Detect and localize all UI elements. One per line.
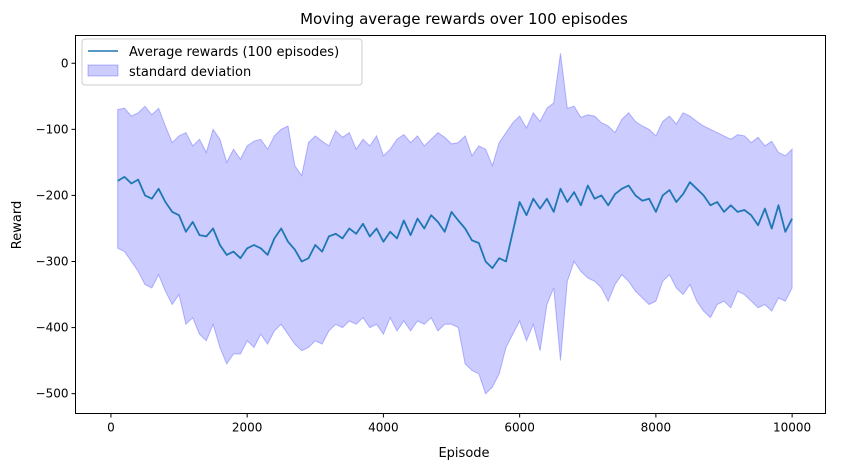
- y-tick-label: −400: [36, 321, 69, 335]
- legend-label-average: Average rewards (100 episodes): [129, 45, 339, 60]
- y-axis-label: Reward: [10, 201, 25, 249]
- y-tick-label: −100: [36, 122, 69, 136]
- x-tick-label: 2000: [232, 421, 263, 435]
- y-tick-label: −500: [36, 387, 69, 401]
- x-tick-label: 8000: [641, 421, 672, 435]
- y-tick-label: −200: [36, 188, 69, 202]
- legend: Average rewards (100 episodes) standard …: [81, 38, 363, 86]
- x-tick-label: 0: [107, 421, 115, 435]
- std-band: [117, 53, 793, 395]
- legend-box: [81, 38, 363, 86]
- x-tick-label: 6000: [504, 421, 535, 435]
- y-tick-label: −300: [36, 255, 69, 269]
- axes: 0 2000 4000 6000 8000 10000 0 −100 −200 −300 −400 −…: [36, 35, 826, 435]
- y-tick-label: 0: [61, 56, 69, 70]
- x-tick-label: 4000: [368, 421, 399, 435]
- legend-band-swatch: [87, 64, 119, 77]
- legend-label-std: standard deviation: [129, 65, 251, 80]
- average-line: [117, 175, 793, 270]
- x-axis-label: Episode: [438, 446, 489, 461]
- chart-title: Moving average rewards over 100 episodes: [300, 10, 628, 28]
- plot-area: [117, 53, 793, 395]
- axes-frame: [75, 35, 826, 414]
- x-tick-label: 10000: [773, 421, 811, 435]
